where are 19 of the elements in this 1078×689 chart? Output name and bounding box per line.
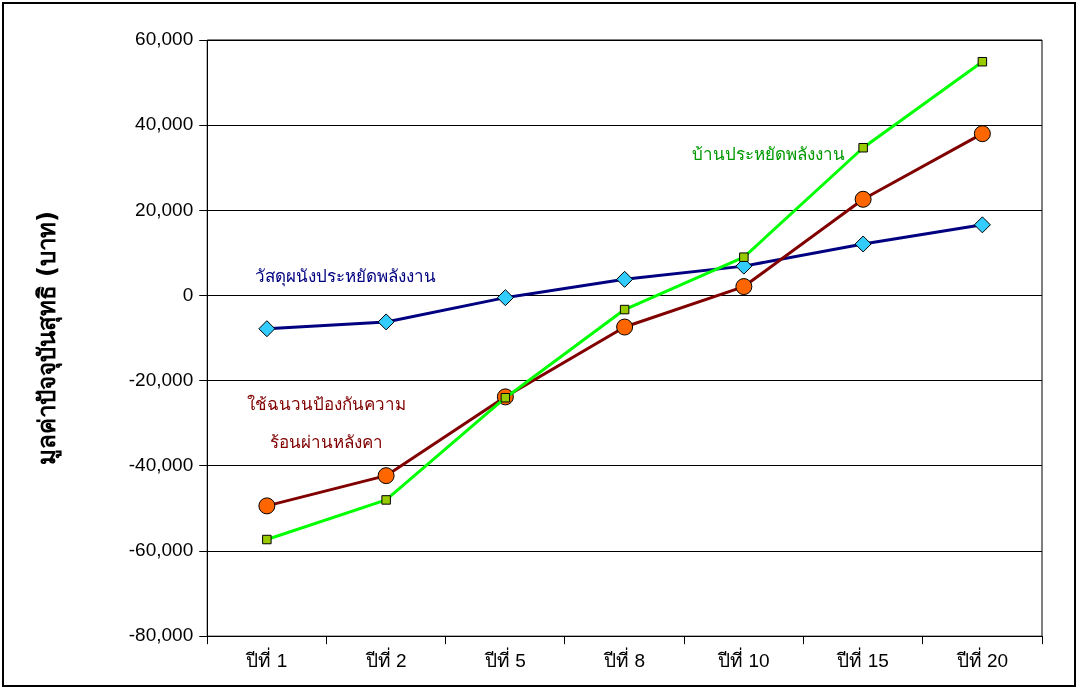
x-tick-label: ปีที่ 5 [483,646,526,671]
series-label: บ้านประหยัดพลังงาน [691,144,845,165]
series-label: วัสดุผนังประหยัดพลังงาน [254,266,436,288]
x-tick-label: ปีที่ 2 [364,646,407,671]
y-axis-title: มูลค่าปัจจุบันสุทธิ (บาท) [32,210,63,466]
series-label: ใช้ฉนวนป้องกันความร้อนผ่านหลังคา [246,394,406,453]
x-tick-label: ปีที่ 10 [717,646,770,671]
y-tick-label: 20,000 [135,198,194,220]
x-tick-label: ปีที่ 20 [955,646,1009,671]
x-tick-label: ปีที่ 1 [245,646,288,671]
y-tick-label: -80,000 [128,624,194,646]
y-tick-label: -40,000 [128,454,194,476]
x-tick-label: ปีที่ 15 [836,646,889,671]
x-tick-label: ปีที่ 8 [603,646,646,671]
y-tick-label: -60,000 [128,539,194,561]
y-tick-label: 60,000 [135,28,194,50]
y-tick-label: -20,000 [128,368,194,390]
y-tick-label: 40,000 [135,113,194,135]
y-tick-label: 0 [182,283,194,305]
